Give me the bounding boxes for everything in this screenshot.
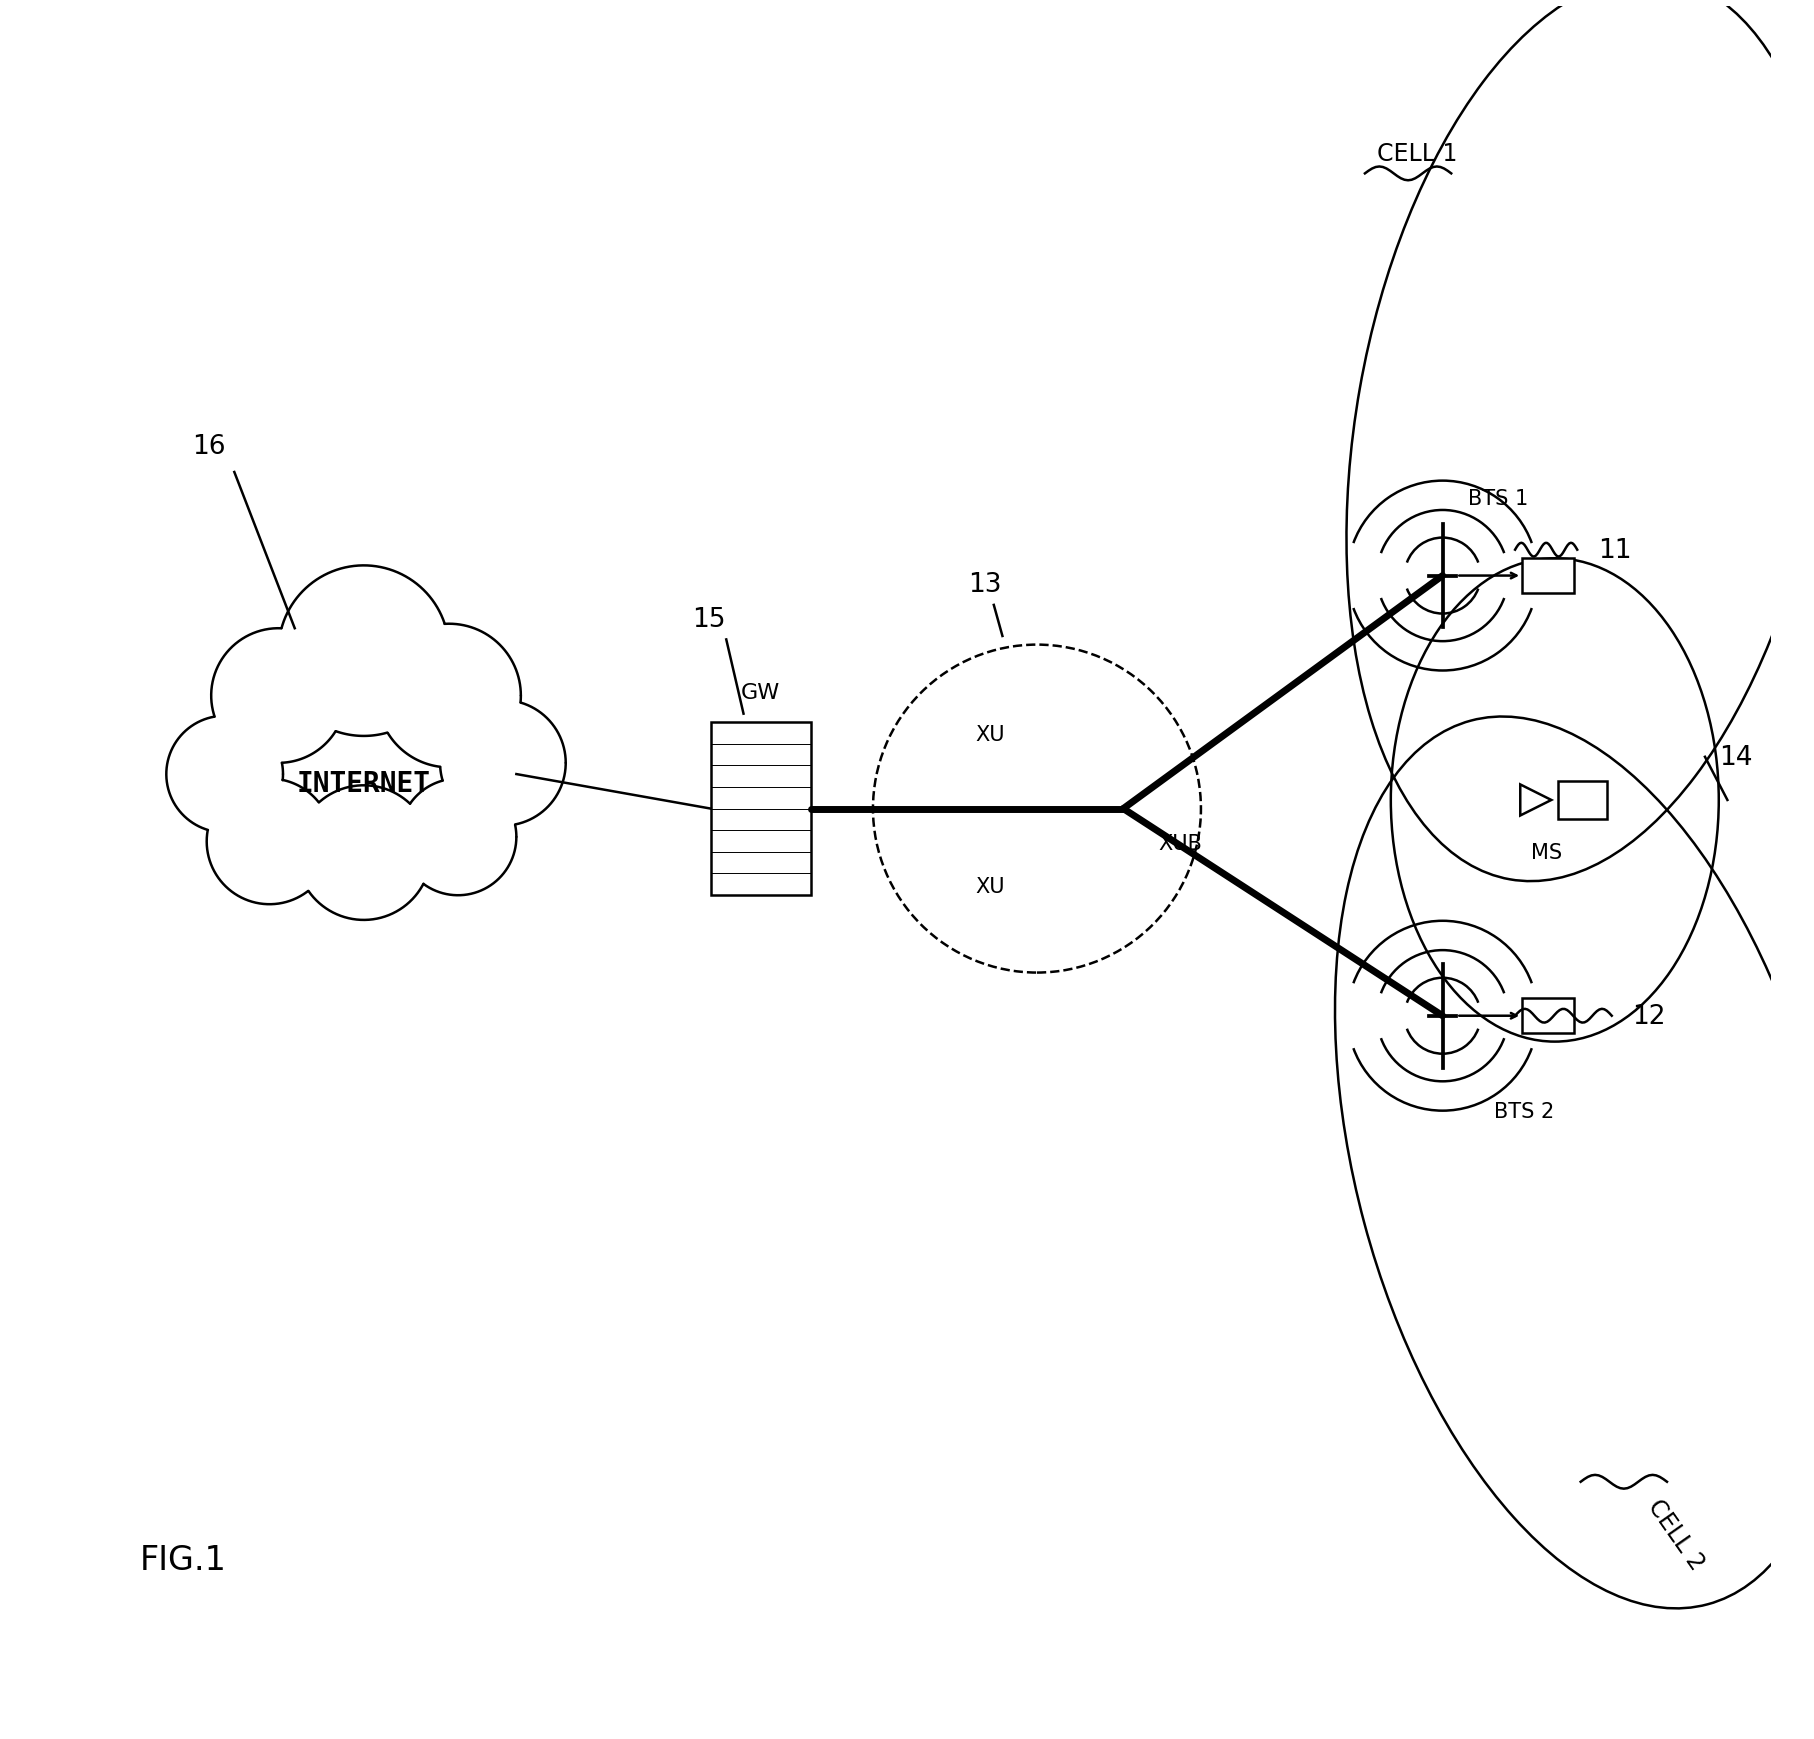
Text: INTERNET: INTERNET	[297, 769, 430, 796]
Text: CELL 2: CELL 2	[1642, 1494, 1707, 1574]
Bar	[711, 723, 811, 896]
Text: XUB: XUB	[1157, 833, 1201, 854]
Bar	[1522, 998, 1573, 1033]
Text: FIG.1: FIG.1	[140, 1542, 227, 1576]
Text: MS: MS	[1529, 842, 1560, 863]
Text: XU: XU	[974, 876, 1005, 897]
Text: 13: 13	[969, 572, 1001, 598]
Text: BTS 2: BTS 2	[1493, 1101, 1555, 1122]
Text: BTS 1: BTS 1	[1468, 489, 1527, 508]
Text: 12: 12	[1631, 1003, 1665, 1029]
Bar	[1558, 781, 1605, 819]
Text: GW: GW	[740, 682, 780, 703]
Text: 16: 16	[192, 433, 225, 459]
Text: 14: 14	[1718, 744, 1752, 770]
Text: CELL 1: CELL 1	[1375, 141, 1457, 165]
Text: 11: 11	[1596, 537, 1631, 563]
Bar	[1522, 558, 1573, 593]
Text: XU: XU	[974, 725, 1005, 744]
Text: 15: 15	[691, 607, 726, 633]
